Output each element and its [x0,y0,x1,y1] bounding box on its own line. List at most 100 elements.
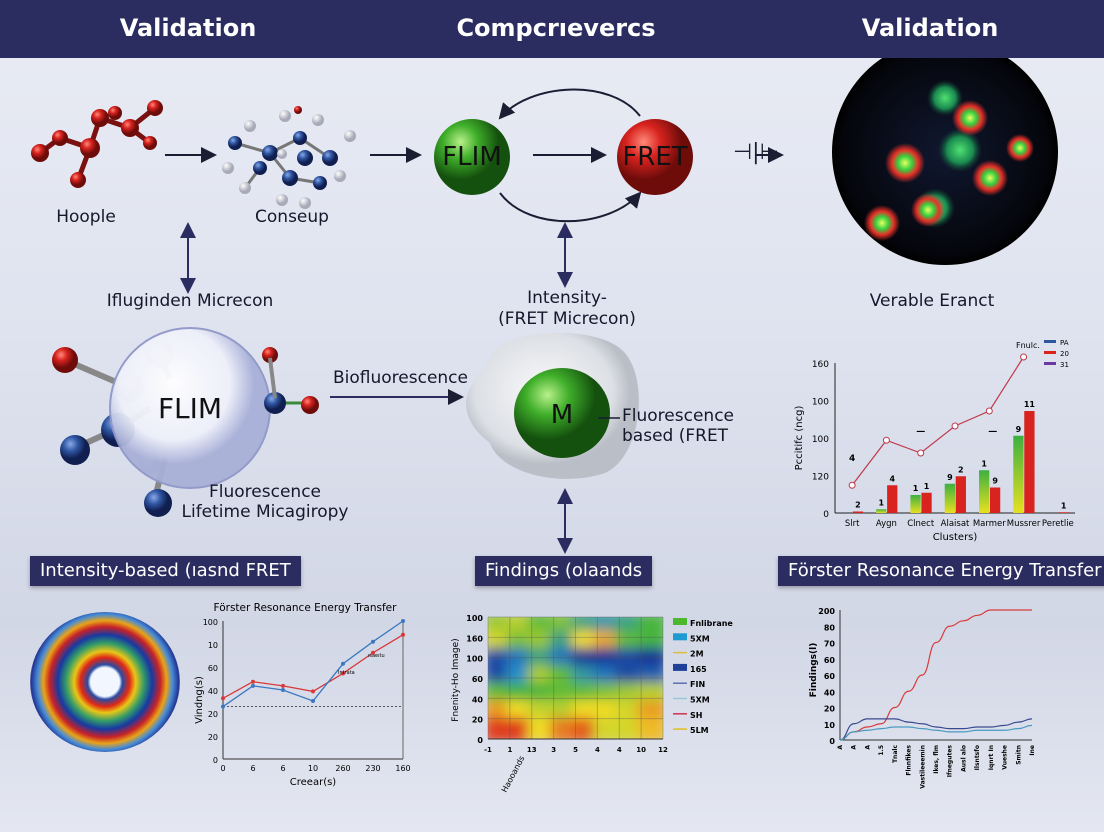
bar-value-label: 1 [878,498,884,507]
legend-label: PA [1060,339,1069,347]
y-tick-label: 60 [208,664,218,673]
y-tick-label: 40 [824,688,836,697]
y-tick-label: 100 [203,618,218,627]
bar-value-label: 1 [1061,501,1067,510]
x-tick-label: Ilsntsfo [974,745,981,770]
fret-sphere-label: FRET [622,142,688,172]
data-point [371,650,375,655]
legend-label: 165 [690,665,707,674]
legend-title: Fnulc. [1016,341,1040,350]
trend-point [1020,353,1028,361]
x-axis-label: Creear(s) [290,777,337,788]
annotation: — [916,427,925,437]
x-axis-label: Clusters) [933,532,978,543]
x-tick-label: Slrt [845,519,860,529]
fret-sphere-icon [617,119,693,195]
cycle-arrow-top [498,88,641,120]
x-tick-label: Smitn [1015,745,1022,765]
x-tick-label: 13 [527,746,537,754]
x-axis-label: Haooands [500,754,527,793]
x-tick-label: 4 [595,746,600,754]
y-tick-label: 0 [829,737,835,746]
y-tick-label: 80 [824,623,836,632]
x-tick-label: 260 [335,764,350,773]
x-tick-label: A [851,745,858,750]
center-caption-line2: (FRET Micrecon) [498,309,636,329]
x-tick-label: 6 [280,764,285,773]
y-tick-label: 0 [213,756,218,765]
bar-value-label: 9 [947,473,953,482]
y-axis-label: Findings(l) [809,643,819,698]
x-tick-label: 4 [617,746,622,754]
legend-swatch [1044,351,1056,354]
x-tick-label: 5 [573,746,578,754]
bar-value-label: 2 [958,465,964,474]
header-left-title: Validation [119,14,257,42]
cell-icon [466,332,639,479]
bar [944,483,955,513]
x-tick-label: Vastileeemin [919,745,926,789]
data-point [401,632,405,637]
bar [989,487,1001,513]
annotation: ısaeıtu [368,653,385,659]
x-tick-label: 6 [250,764,255,773]
y-tick-label: 10 [208,641,218,650]
y-tick-label: 40 [208,687,218,696]
bar-value-label: 9 [1016,425,1022,434]
donut-microscopy-image [30,612,180,752]
x-tick-label: Tnalc [892,745,899,763]
bar-value-label: 1 [924,482,930,491]
heatmap-cell [637,717,663,739]
bar-value-label: 1 [981,459,987,468]
bar [979,470,990,513]
header-center-title: Compcrıevercs [456,14,656,42]
legend-label: FIN [690,680,705,689]
series-line [222,620,404,708]
x-tick-label: Vueshe [1002,745,1009,770]
left-caption: Ifluginden Micrecon [106,291,274,311]
bar [1058,512,1069,513]
header-bar: Validation Compcrıevercs Validation [0,0,1104,58]
x-tick-label: Aygn [876,519,897,529]
bar [852,511,864,513]
chart-title: Förster Resonance Energy Transfer [214,602,398,614]
legend-label: 5XM [690,634,710,643]
legend-label: Fnlibrane [690,619,733,628]
cycle-arrow-bottom [499,191,642,223]
x-tick-label: A [864,745,871,750]
bar-value-label: 1 [913,484,919,493]
data-point [221,704,225,709]
x-tick-label: Ine [1029,745,1036,756]
center-caption-line1: Intensity- [527,288,607,308]
series-line [839,609,1032,741]
trend-point [882,436,890,444]
y-axis-label: Pccitifc (ncg) [794,406,805,471]
legend-label: 31 [1060,361,1069,369]
legend-label: 2M [690,650,704,659]
legend-swatch [673,663,687,671]
y-tick-label: 60 [824,656,836,665]
flim-molecule-icon [52,327,319,517]
annotation: 4 [849,454,855,464]
x-tick-label: Flnnfikes [906,745,913,776]
bar [1013,435,1024,513]
legend-swatch [1044,362,1056,365]
cell-caption-line1: Fluorescence [622,406,734,426]
y-tick-label: 20 [824,705,836,714]
y-tick-label: 100 [466,655,483,664]
x-tick-label: 160 [395,764,410,773]
fluorescence-microscopy-image [832,58,1058,265]
bar-value-label: 2 [855,501,861,510]
y-tick-label: 200 [818,607,835,616]
legend-label: 5LM [690,726,709,735]
cell-caption-line2: based (FRET [622,426,729,446]
inhibition-symbol: ⊣|⊢ [733,140,779,165]
data-point [341,661,345,666]
y-tick-label: 100 [812,398,829,408]
flim-caption: Fluorescence Lifetime Micagiropy [182,482,349,522]
y-tick-label: 160 [466,634,483,643]
diagram-graphics [31,58,1058,554]
data-point [311,689,315,694]
x-tick-label: Iqnrt In [988,745,995,770]
